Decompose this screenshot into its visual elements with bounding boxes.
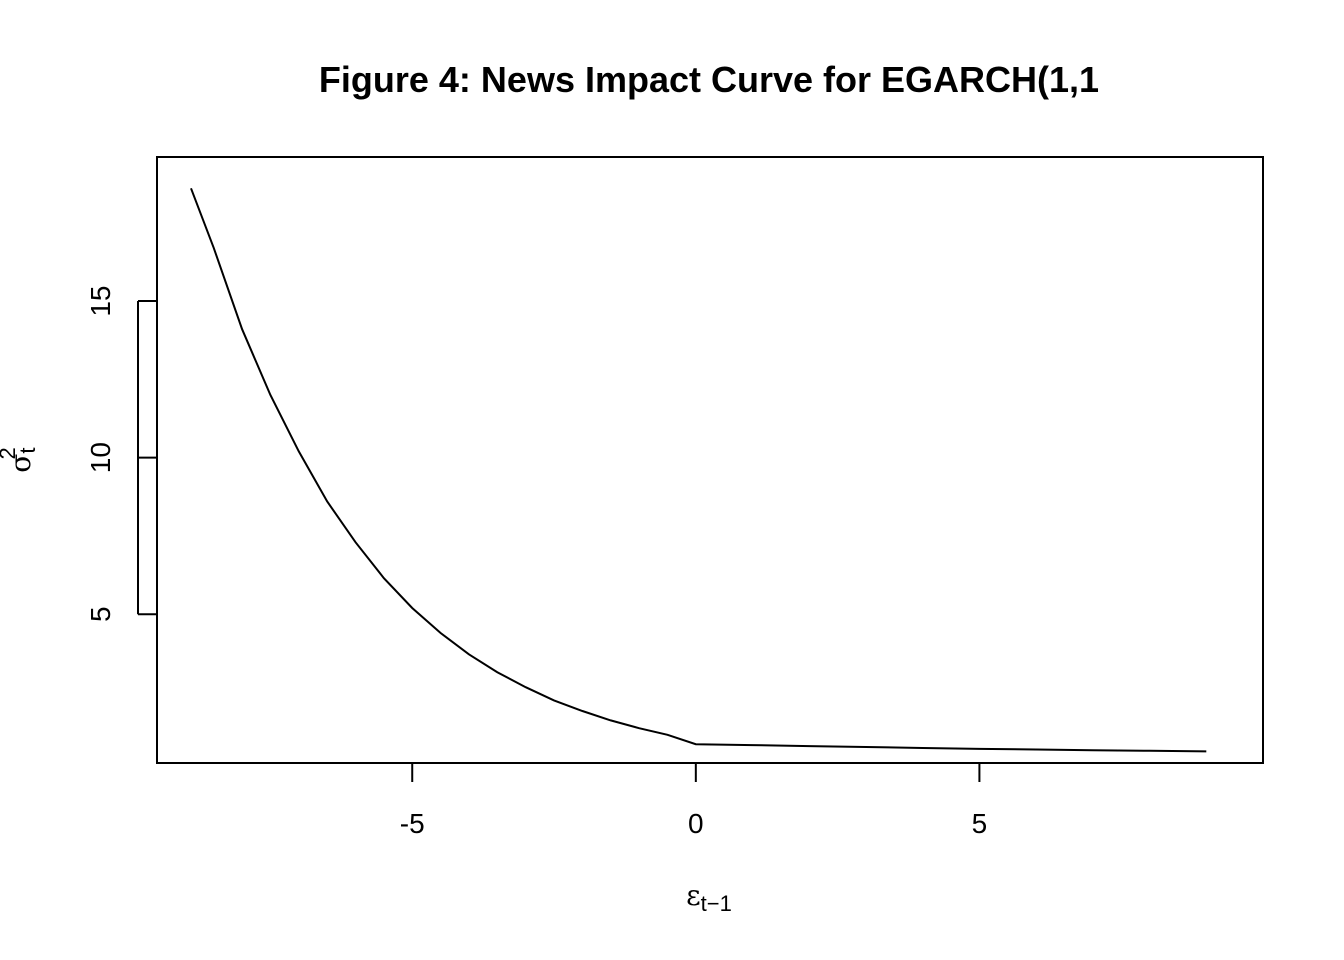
- x-axis-label-text: εt−1: [686, 879, 732, 916]
- x-axis: -5 0 5: [400, 762, 988, 839]
- y-tick-label: 15: [85, 285, 116, 316]
- y-axis: 5 10 15: [85, 285, 157, 622]
- news-impact-curve: [190, 187, 1207, 753]
- y-axis-label: σt2: [0, 447, 40, 473]
- plot-frame: [156, 156, 1264, 764]
- x-tick-label: -5: [400, 808, 425, 839]
- y-axis-label-text: σt2: [0, 447, 40, 473]
- x-tick-label: 5: [972, 808, 988, 839]
- x-axis-label: εt−1: [686, 879, 732, 916]
- chart-title: Figure 4: News Impact Curve for EGARCH(1…: [319, 59, 1099, 100]
- y-tick-label: 10: [85, 442, 116, 473]
- x-tick-label: 0: [688, 808, 704, 839]
- y-tick-label: 5: [85, 606, 116, 622]
